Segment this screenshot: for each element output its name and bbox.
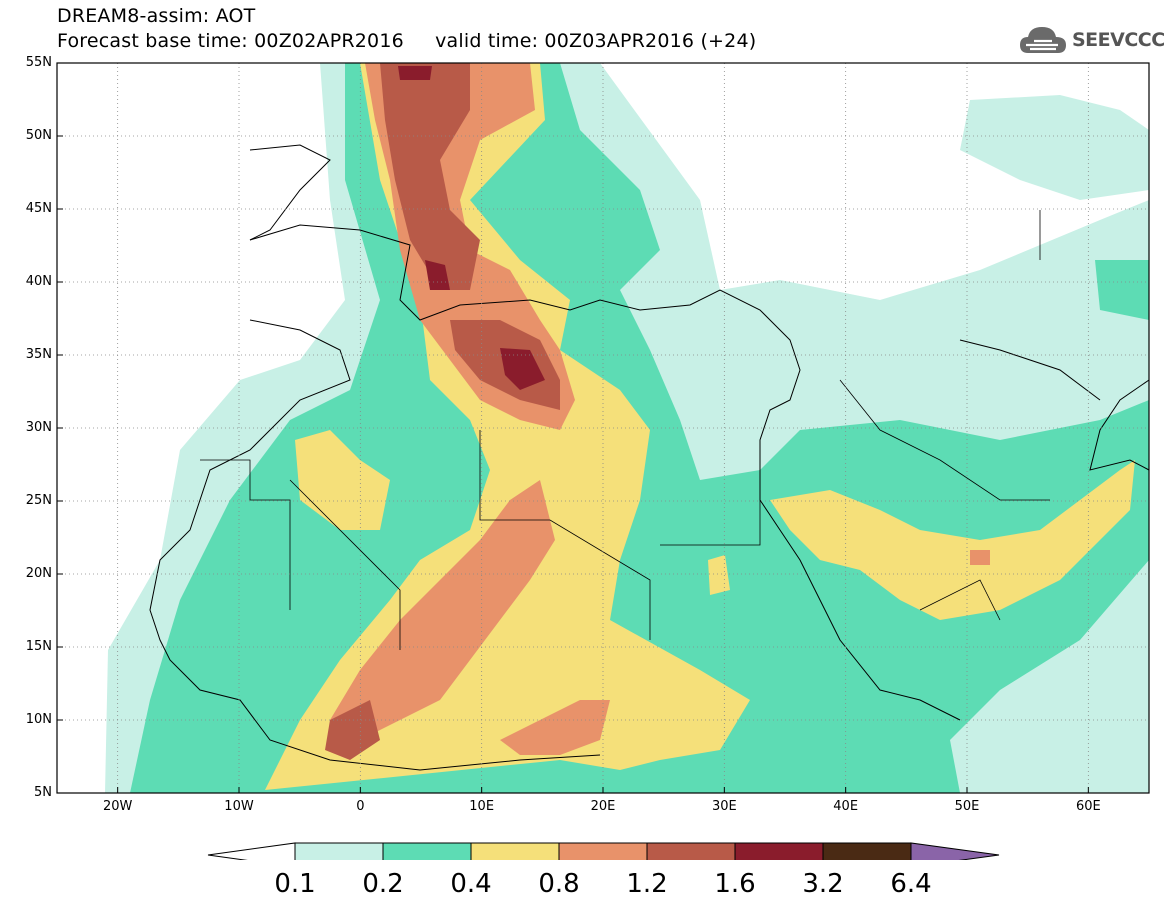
colorbar-segment: [822, 842, 912, 860]
colorbar-label: 3.2: [802, 869, 844, 899]
lon-label: 40E: [833, 799, 859, 814]
colorbar-label: 1.6: [714, 869, 756, 899]
colorbar-label: 0.2: [362, 869, 404, 899]
lon-label: 30E: [711, 799, 737, 814]
lat-label: 5N: [34, 785, 52, 800]
lat-label: 10N: [25, 712, 52, 727]
lat-label: 40N: [25, 274, 52, 289]
map-title: DREAM8-assim: AOT: [57, 5, 256, 27]
lat-label: 20N: [25, 566, 52, 581]
colorbar-label: 0.1: [274, 869, 316, 899]
lat-label: 30N: [25, 420, 52, 435]
forecast-times: Forecast base time: 00Z02APR2016 valid t…: [57, 30, 757, 52]
lon-label: 60E: [1075, 799, 1101, 814]
colorbar-under-arrow: [207, 842, 296, 860]
lon-label: 20W: [102, 799, 133, 814]
lon-label: 20E: [590, 799, 616, 814]
lon-label: 0: [356, 799, 365, 814]
colorbar-segment: [646, 842, 736, 860]
seevccc-logo: SEEVCCC: [1018, 22, 1165, 58]
aot-field-0.4: [265, 63, 1135, 790]
colorbar-segment: [734, 842, 824, 860]
lat-label: 15N: [25, 639, 52, 654]
lon-label: 10W: [224, 799, 254, 814]
colorbar-segment: [470, 842, 560, 860]
lat-label: 25N: [25, 493, 52, 508]
logo-text: SEEVCCC: [1072, 29, 1165, 51]
colorbar-label: 1.2: [626, 869, 668, 899]
colorbar: [207, 842, 1000, 860]
lat-label: 35N: [25, 347, 52, 362]
country-borders: [200, 210, 1050, 650]
aot-field-1.6: [398, 66, 545, 390]
colorbar-label: 0.8: [538, 869, 580, 899]
colorbar-segment: [382, 842, 472, 860]
lat-label: 50N: [25, 128, 52, 143]
cloud-icon: [1020, 27, 1066, 53]
aot-map: [56, 62, 1150, 860]
colorbar-over-arrow: [910, 842, 1000, 860]
lat-label: 45N: [25, 201, 52, 216]
colorbar-label: 6.4: [890, 869, 932, 899]
colorbar-segment: [558, 842, 648, 860]
coastlines: [149, 144, 1149, 771]
lon-label: 50E: [954, 799, 980, 814]
lat-label: 55N: [25, 55, 52, 70]
colorbar-label: 0.4: [450, 869, 492, 899]
graticule: [57, 63, 1149, 793]
lon-label: 10E: [469, 799, 495, 814]
colorbar-segment: [294, 842, 384, 860]
